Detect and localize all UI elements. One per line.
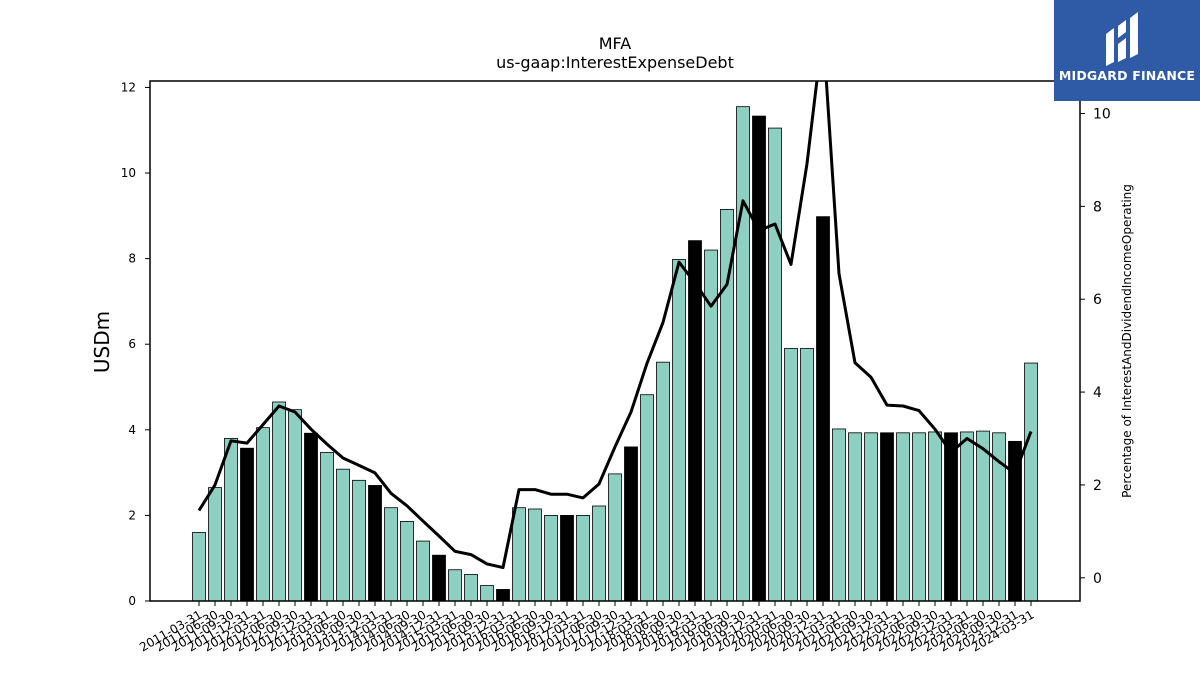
y2-tick-label: 10 (1093, 107, 1111, 123)
bar-2017-09-30 (608, 473, 622, 602)
bar-2023-03-31 (960, 431, 974, 602)
midgard-finance-logo: MIDGARD FINANCE (1054, 0, 1200, 101)
bar-2017-06-30 (592, 505, 606, 602)
bar-2022-03-31 (896, 432, 910, 602)
bar-2018-06-30 (656, 361, 670, 602)
bar-2011-12-31 (240, 447, 254, 602)
chart-title: MFA (599, 34, 632, 53)
y-tick-label: 10 (121, 166, 136, 180)
y-axis: 0 2 4 6 8 10 12 (121, 80, 150, 608)
bar-2020-12-31 (816, 216, 830, 602)
y-tick-label: 2 (128, 508, 136, 522)
bar-2017-12-31 (624, 446, 638, 602)
bar-2011-09-30 (224, 437, 238, 602)
bar-2018-09-30 (672, 259, 686, 602)
y2-tick-label: 8 (1093, 199, 1102, 215)
bar-2019-09-30 (736, 106, 750, 602)
bar-2021-03-31 (832, 428, 846, 602)
y2-tick-label: 6 (1093, 292, 1102, 308)
bar-2016-03-31 (512, 507, 526, 602)
bar-2019-03-31 (704, 249, 718, 602)
y-axis-label: USDm (90, 311, 114, 373)
y-tick-label: 8 (128, 252, 136, 266)
y2-axis-label: Percentage of InterestAndDividendIncomeO… (1120, 184, 1134, 498)
bar-2022-09-30 (928, 431, 942, 602)
line-group (197, 81, 1033, 570)
y2-tick-label: 4 (1093, 385, 1102, 401)
bar-2015-09-30 (480, 585, 494, 602)
bar-2020-09-30 (800, 348, 814, 602)
x-axis: 2011-03-312011-06-302011-09-302011-12-31… (137, 601, 1037, 654)
bar-2015-03-31 (448, 569, 462, 602)
bar-2015-12-31 (496, 589, 510, 602)
y2-tick-label: 0 (1093, 571, 1102, 587)
bar-2022-06-30 (912, 432, 926, 602)
bar-2013-06-30 (336, 468, 350, 602)
bar-2016-09-30 (544, 515, 558, 602)
bar-2014-12-31 (432, 554, 446, 602)
bar-2014-03-31 (384, 507, 398, 602)
bar-2020-03-31 (768, 127, 782, 602)
chart-subtitle: us-gaap:InterestExpenseDebt (496, 53, 734, 72)
bar-2011-03-31 (192, 532, 206, 602)
bars-group (192, 106, 1038, 602)
midgard-logo-icon (1106, 12, 1138, 66)
bar-2020-06-30 (784, 348, 798, 602)
bar-2016-06-30 (528, 508, 542, 602)
bar-2015-06-30 (464, 574, 478, 602)
bar-2012-06-30 (272, 401, 286, 602)
bar-2014-09-30 (416, 540, 430, 602)
bar-2021-06-30 (848, 432, 862, 602)
bar-2021-09-30 (864, 432, 878, 602)
y2-axis: 0 2 4 6 8 10 (1080, 107, 1111, 587)
bar-2022-12-31 (944, 432, 958, 602)
y2-tick-label: 2 (1093, 478, 1102, 494)
line-series (197, 81, 1033, 570)
bar-2012-03-31 (256, 427, 270, 602)
y-tick-label: 4 (128, 423, 136, 437)
bar-2021-12-31 (880, 432, 894, 602)
bar-2013-12-31 (368, 485, 382, 602)
logo-text: MIDGARD FINANCE (1058, 68, 1196, 83)
bar-2018-03-31 (640, 394, 654, 602)
bar-2024-03-31 (1024, 362, 1038, 602)
y-tick-label: 12 (121, 80, 136, 94)
bar-2012-09-30 (288, 409, 302, 602)
bar-2018-12-31 (688, 240, 702, 602)
y-tick-label: 0 (128, 594, 136, 608)
bar-2013-09-30 (352, 479, 366, 602)
bar-2023-06-30 (976, 430, 990, 602)
y-tick-label: 6 (128, 337, 136, 351)
bar-2017-03-31 (576, 515, 590, 602)
bar-2011-06-30 (208, 487, 222, 602)
bar-2019-12-31 (752, 115, 766, 602)
bar-2016-12-31 (560, 515, 574, 602)
bar-2012-12-31 (304, 432, 318, 602)
bar-2014-06-30 (400, 520, 414, 602)
bar-2013-03-31 (320, 452, 334, 602)
